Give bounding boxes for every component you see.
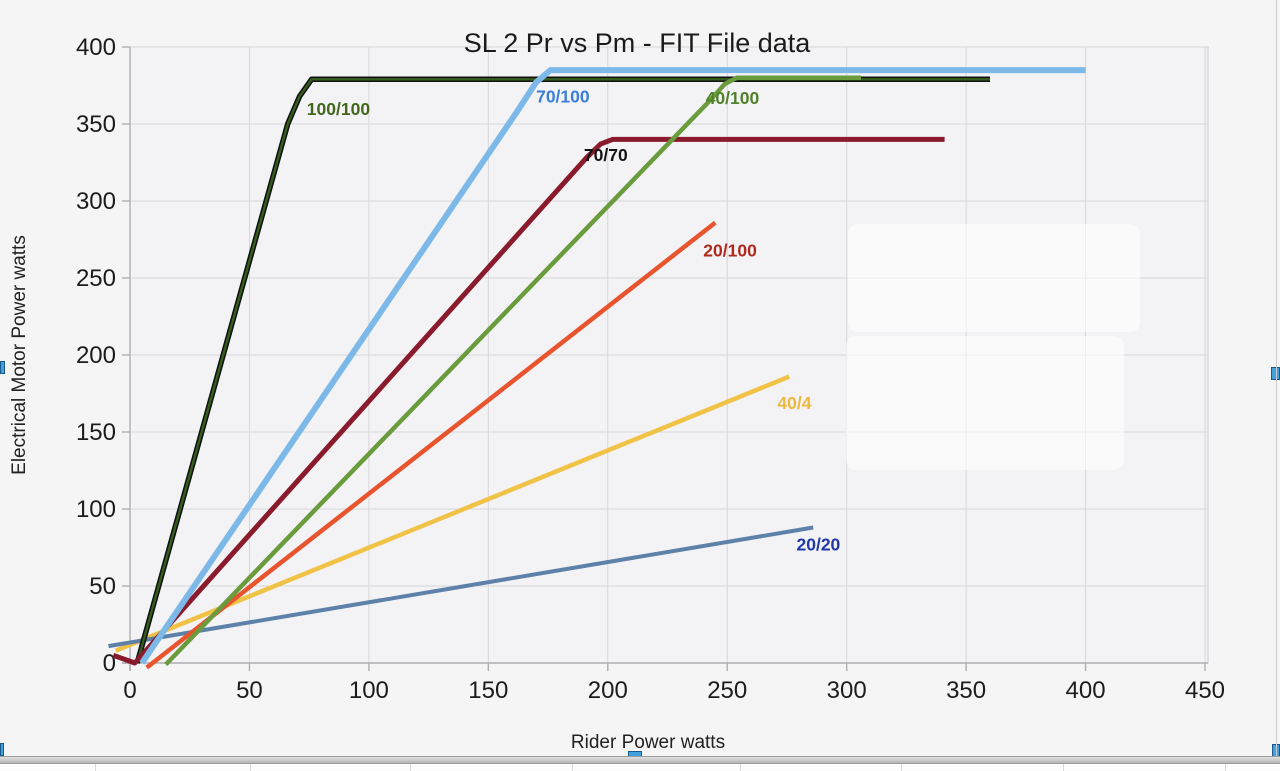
axis-lines: [122, 46, 1208, 671]
y-tick-label: 50: [89, 573, 116, 600]
y-tick-label: 400: [76, 34, 116, 61]
tick-labels: 0 50 100 150 200 250 300 350 400 450 0 50 100 150 200 2…: [76, 34, 1225, 704]
series-labels: 100/100 70/100 40/100 70/70 20/100 40/4 20/20: [307, 86, 841, 554]
y-axis-title: Electrical Motor Power watts: [9, 235, 30, 475]
window-right-border: [1276, 0, 1277, 756]
y-tick-label: 200: [76, 342, 116, 369]
series-label-100/100[interactable]: 100/100: [307, 99, 371, 119]
series-label-70/100[interactable]: 70/100: [536, 86, 590, 106]
series-line-70/100[interactable]: [139, 67, 1086, 665]
sheet-cells-strip: [0, 764, 1280, 771]
series-lines: [108, 67, 1086, 670]
chart-svg: 0 50 100 150 200 250 300 350 400 450 0 50 100 150 200 2…: [9, 28, 1225, 753]
y-tick-label: 150: [76, 419, 116, 446]
x-tick-label: 350: [946, 677, 986, 704]
series-label-40/100[interactable]: 40/100: [706, 88, 760, 108]
series-line-20/100[interactable]: [145, 220, 717, 670]
x-tick-label: 450: [1185, 677, 1225, 704]
y-tick-label: 350: [76, 111, 116, 138]
series-line-20/20[interactable]: [108, 525, 814, 649]
series-label-20/100[interactable]: 20/100: [703, 240, 757, 260]
x-tick-label: 200: [588, 677, 628, 704]
x-tick-label: 400: [1066, 677, 1106, 704]
y-tick-label: 250: [76, 265, 116, 292]
white-patches: [846, 224, 1140, 470]
series-label-40/4[interactable]: 40/4: [777, 393, 811, 413]
series-label-70/70[interactable]: 70/70: [584, 145, 628, 165]
series-label-20/20[interactable]: 20/20: [797, 535, 841, 555]
series-line-70/70[interactable]: [112, 136, 945, 666]
x-tick-label: 50: [236, 677, 263, 704]
selection-handle-left[interactable]: [0, 361, 5, 374]
x-tick-label: 250: [707, 677, 747, 704]
sheet-row-divider-bar: [0, 756, 1280, 764]
selection-handle-bottom-left[interactable]: [0, 743, 4, 756]
x-tick-label: 0: [123, 677, 136, 704]
y-tick-label: 300: [76, 188, 116, 215]
x-tick-label: 150: [468, 677, 508, 704]
x-tick-label: 300: [827, 677, 867, 704]
chart-title: SL 2 Pr vs Pm - FIT File data: [464, 28, 812, 58]
series-line-40/100[interactable]: [164, 75, 861, 667]
x-tick-label: 100: [349, 677, 389, 704]
x-axis-title: Rider Power watts: [571, 732, 725, 753]
y-tick-label: 0: [103, 650, 116, 677]
y-tick-label: 100: [76, 496, 116, 523]
